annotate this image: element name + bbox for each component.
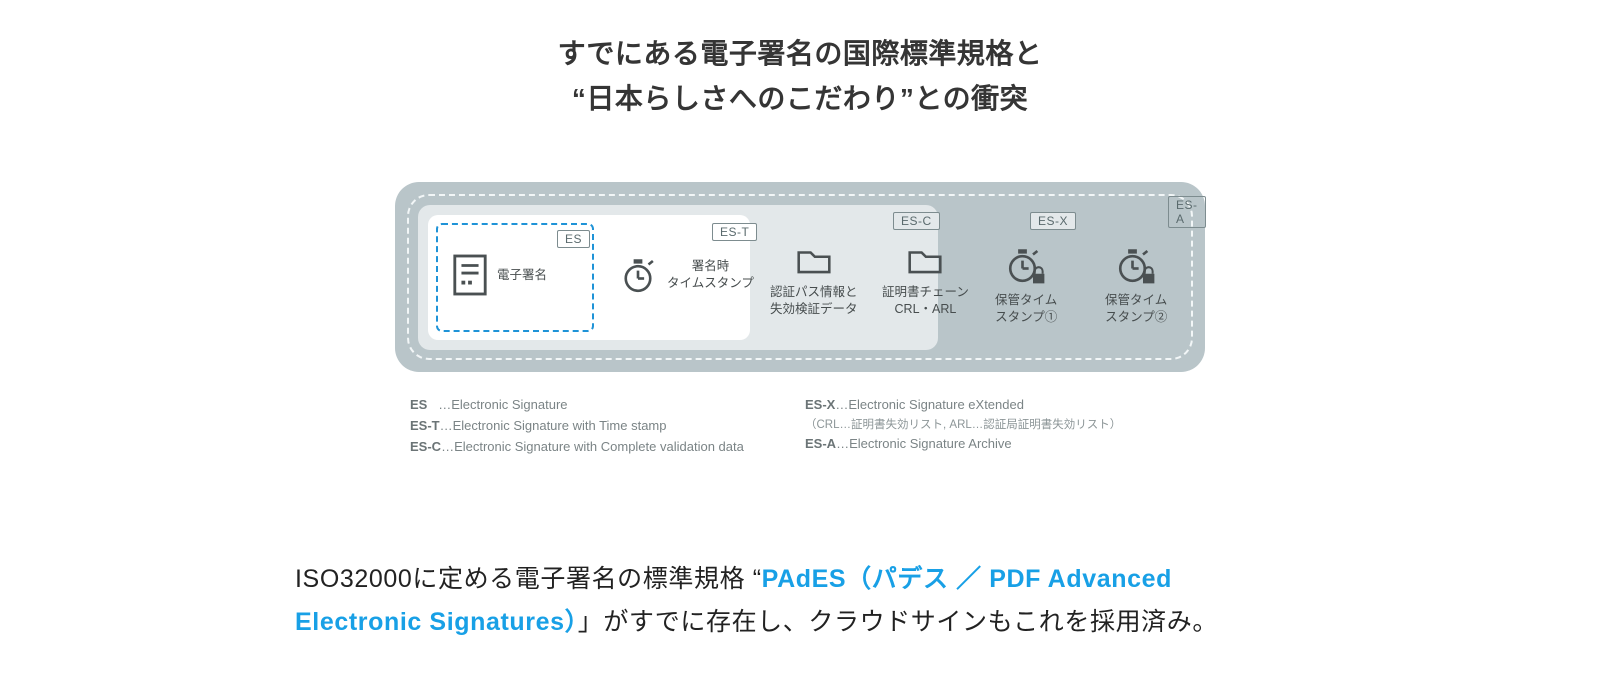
- item-est-label-l1: 署名時: [692, 259, 730, 273]
- legend: ES …Electronic Signature ES-T…Electronic…: [410, 395, 1200, 457]
- legend-l-t3: …Electronic Signature with Complete vali…: [441, 439, 744, 454]
- legend-r-k2: ES-A: [805, 436, 836, 451]
- bottom-post: 」がすでに存在し、クラウドサインもこれを採用済み。: [578, 608, 1218, 636]
- legend-r-t2: …Electronic Signature Archive: [836, 436, 1012, 451]
- folder-icon: [904, 244, 946, 278]
- diagram-es-a-container: ES ES-T ES-C ES-X ES-A 電子署名 署名時 タイムスタンプ …: [395, 182, 1205, 372]
- legend-r-sub: （CRL…証明書失効リスト, ARL…認証局証明書失効リスト）: [805, 416, 1200, 434]
- item-es: 電子署名: [451, 252, 547, 298]
- legend-l-k3: ES-C: [410, 439, 441, 454]
- bottom-pre: ISO32000に定める電子署名の標準規格 “: [295, 565, 762, 593]
- tag-es: ES: [557, 230, 590, 248]
- item-esa2-label-l1: 保管タイム: [1105, 293, 1167, 307]
- folder-icon: [793, 244, 835, 278]
- legend-l-t2: …Electronic Signature with Time stamp: [440, 418, 667, 433]
- legend-r-k1: ES-X: [805, 397, 835, 412]
- tag-esc: ES-C: [893, 212, 940, 230]
- bottom-paragraph: ISO32000に定める電子署名の標準規格 “PAdES（パデス ／ PDF A…: [0, 558, 1600, 643]
- tag-esa: ES-A: [1168, 196, 1206, 228]
- title-line-2: “日本らしさへのこだわり”との衝突: [0, 77, 1600, 122]
- item-esc-label-l1: 認証パス情報と: [770, 285, 858, 299]
- tag-est: ES-T: [712, 223, 757, 241]
- item-esa-1: 保管タイム スタンプ①: [995, 244, 1057, 326]
- item-es-label: 電子署名: [497, 267, 547, 284]
- legend-right: ES-X…Electronic Signature eXtended （CRL……: [805, 395, 1200, 457]
- item-esa2-label-l2: スタンプ②: [1105, 310, 1167, 324]
- legend-l-k2: ES-T: [410, 418, 440, 433]
- title-line-1: すでにある電子署名の国際標準規格と: [0, 32, 1600, 77]
- legend-r-t1: …Electronic Signature eXtended: [835, 397, 1024, 412]
- clock-lock-icon: [1113, 244, 1159, 286]
- item-esc-label-l2: 失効検証データ: [770, 302, 858, 316]
- clock-lock-icon: [1003, 244, 1049, 286]
- item-esx-label-l2: CRL・ARL: [895, 302, 957, 316]
- item-esa1-label: 保管タイム スタンプ①: [995, 292, 1057, 326]
- item-esc: 認証パス情報と 失効検証データ: [770, 244, 858, 318]
- legend-left: ES …Electronic Signature ES-T…Electronic…: [410, 395, 805, 457]
- item-est: 署名時 タイムスタンプ: [617, 252, 754, 298]
- tag-esx: ES-X: [1030, 212, 1076, 230]
- item-est-label: 署名時 タイムスタンプ: [667, 258, 754, 292]
- clock-icon: [617, 252, 659, 298]
- legend-l-t1: …Electronic Signature: [438, 397, 567, 412]
- item-esa2-label: 保管タイム スタンプ②: [1105, 292, 1167, 326]
- item-esc-label: 認証パス情報と 失効検証データ: [770, 284, 858, 318]
- legend-l-k1: ES: [410, 397, 427, 412]
- slide-title: すでにある電子署名の国際標準規格と “日本らしさへのこだわり”との衝突: [0, 32, 1600, 122]
- item-esa1-label-l1: 保管タイム: [995, 293, 1057, 307]
- item-esa1-label-l2: スタンプ①: [995, 310, 1057, 324]
- item-esx-label: 証明書チェーン CRL・ARL: [882, 284, 969, 318]
- item-esx: 証明書チェーン CRL・ARL: [882, 244, 969, 318]
- item-esx-label-l1: 証明書チェーン: [882, 285, 969, 299]
- document-icon: [451, 252, 489, 298]
- item-est-label-l2: タイムスタンプ: [667, 276, 754, 290]
- item-esa-2: 保管タイム スタンプ②: [1105, 244, 1167, 326]
